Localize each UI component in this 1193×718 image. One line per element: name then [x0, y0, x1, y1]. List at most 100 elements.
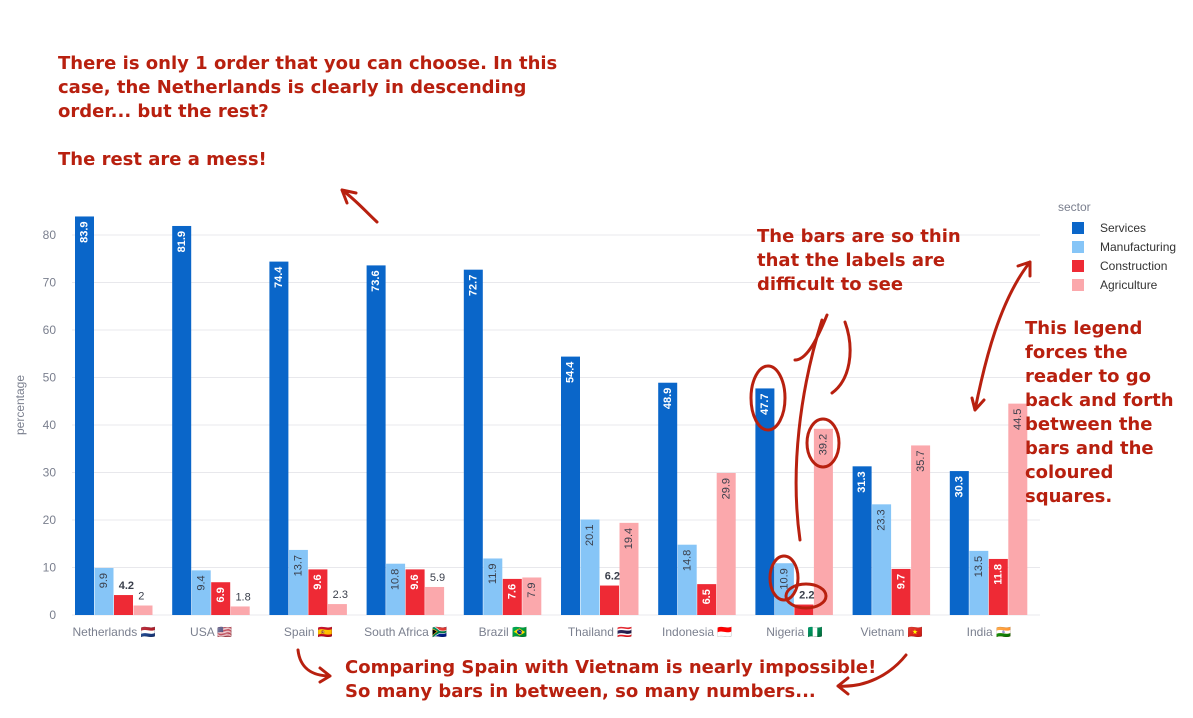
- bar-agriculture[interactable]: [327, 604, 347, 615]
- annotation-legend: This legend forces the reader to go back…: [1025, 318, 1174, 507]
- data-label: 74.4: [273, 266, 285, 288]
- bar-agriculture[interactable]: [1008, 403, 1028, 615]
- data-label: 13.7: [293, 555, 305, 576]
- legend-item-construction[interactable]: Construction: [1058, 256, 1176, 275]
- data-label: 47.7: [759, 393, 771, 414]
- bar-services[interactable]: [658, 382, 678, 615]
- legend-item-manufacturing[interactable]: Manufacturing: [1058, 237, 1176, 256]
- gridlines: [72, 234, 1040, 616]
- x-tick-label: Vietnam 🇻🇳: [861, 625, 923, 639]
- bar-services[interactable]: [755, 388, 775, 615]
- x-tick-label: Thailand 🇹🇭: [568, 625, 632, 639]
- bar-manufacturing[interactable]: [969, 550, 989, 615]
- bar-construction[interactable]: [891, 568, 911, 615]
- bar-agriculture[interactable]: [813, 428, 833, 615]
- y-axis-title: percentage: [13, 375, 27, 435]
- bar-services[interactable]: [172, 225, 192, 615]
- circle-nigeria-services: [749, 364, 787, 432]
- legend-title: sector: [1058, 200, 1091, 214]
- bar-manufacturing[interactable]: [94, 567, 114, 615]
- legend-swatch-agriculture: [1072, 278, 1084, 291]
- bar-agriculture[interactable]: [522, 577, 542, 615]
- bar-services[interactable]: [561, 356, 580, 615]
- annotation-comparison: Comparing Spain with Vietnam is nearly i…: [345, 657, 877, 702]
- circle-nigeria-constr: [784, 582, 828, 610]
- data-label: 9.4: [195, 575, 207, 590]
- bar-manufacturing[interactable]: [677, 544, 697, 615]
- y-tick-label: 60: [43, 323, 57, 337]
- bars: [75, 216, 1028, 616]
- data-label: 39.2: [818, 434, 830, 455]
- bar-manufacturing[interactable]: [191, 570, 211, 615]
- data-label: 44.5: [1012, 409, 1024, 430]
- bar-manufacturing[interactable]: [872, 504, 892, 615]
- legend-label-agriculture: Agriculture: [1100, 277, 1158, 292]
- data-label: 10.8: [390, 569, 402, 590]
- annotation-order: There is only 1 order that you can choos…: [58, 53, 558, 170]
- bar-agriculture[interactable]: [716, 472, 736, 615]
- legend: sector Services Manufacturing Constructi…: [1058, 200, 1176, 294]
- bar-construction[interactable]: [697, 584, 717, 615]
- bar-services[interactable]: [852, 466, 872, 615]
- bar-construction[interactable]: [988, 558, 1008, 615]
- bar-construction[interactable]: [114, 595, 133, 615]
- bar-construction[interactable]: [308, 569, 328, 615]
- data-label: 9.9: [98, 573, 110, 588]
- data-label: 6.2: [605, 571, 620, 583]
- circle-nigeria-agri: [805, 417, 841, 469]
- bar-construction[interactable]: [794, 604, 814, 615]
- bar-services[interactable]: [75, 216, 94, 615]
- x-tick-label: Brazil 🇧🇷: [479, 625, 527, 639]
- arrow-order: [340, 188, 379, 224]
- bar-construction[interactable]: [405, 569, 425, 615]
- data-label: 5.9: [430, 572, 445, 584]
- data-label: 13.5: [973, 556, 985, 577]
- data-label: 7.9: [526, 582, 538, 597]
- y-tick-label: 80: [43, 228, 57, 242]
- legend-label-manufacturing: Manufacturing: [1100, 239, 1177, 254]
- data-label: 10.9: [779, 568, 791, 589]
- bar-construction[interactable]: [600, 585, 619, 615]
- x-tick-label: USA 🇺🇸: [190, 625, 232, 639]
- y-tick-label: 70: [43, 276, 57, 290]
- data-label: 2.3: [333, 589, 348, 601]
- legend-label-construction: Construction: [1100, 258, 1168, 273]
- bar-services[interactable]: [269, 261, 289, 615]
- data-label: 9.7: [895, 574, 907, 589]
- bar-construction[interactable]: [211, 582, 231, 615]
- bar-manufacturing[interactable]: [288, 549, 308, 615]
- x-tick-label: Nigeria 🇳🇬: [766, 625, 822, 639]
- bar-manufacturing[interactable]: [483, 558, 503, 615]
- legend-item-agriculture[interactable]: Agriculture: [1058, 275, 1176, 294]
- data-label: 81.9: [176, 231, 188, 252]
- y-tick-label: 20: [43, 513, 57, 527]
- bar-agriculture[interactable]: [425, 586, 445, 615]
- bar-agriculture[interactable]: [230, 606, 250, 615]
- y-tick-label: 0: [49, 608, 56, 622]
- x-tick-label: Netherlands 🇳🇱: [73, 625, 156, 639]
- legend-item-services[interactable]: Services: [1058, 218, 1176, 237]
- data-label: 6.5: [701, 589, 713, 604]
- bar-services[interactable]: [949, 471, 969, 615]
- x-tick-label: Spain 🇪🇸: [284, 625, 333, 639]
- bar-manufacturing[interactable]: [386, 563, 406, 615]
- bar-manufacturing[interactable]: [580, 519, 600, 615]
- bar-agriculture[interactable]: [619, 522, 639, 615]
- x-axis-ticks: Netherlands 🇳🇱 USA 🇺🇸 Spain 🇪🇸 South Africa…: [73, 625, 1011, 639]
- scribble-3: [830, 320, 852, 395]
- bar-services[interactable]: [463, 269, 483, 615]
- x-tick-label: India 🇮🇳: [967, 625, 1011, 639]
- data-label: 11.8: [992, 564, 1004, 585]
- bar-agriculture[interactable]: [911, 445, 931, 615]
- bar-agriculture[interactable]: [133, 605, 153, 616]
- y-tick-label: 10: [43, 561, 57, 575]
- bar-construction[interactable]: [502, 578, 522, 615]
- data-label: 1.8: [235, 591, 250, 603]
- data-label: 11.9: [487, 563, 499, 584]
- data-label: 6.9: [215, 587, 227, 602]
- data-label: 83.9: [79, 221, 91, 242]
- data-label: 31.3: [856, 471, 868, 492]
- bar-services[interactable]: [366, 265, 386, 615]
- y-axis-ticks: 0 10 20 30 40 50 60 70 80: [43, 228, 57, 622]
